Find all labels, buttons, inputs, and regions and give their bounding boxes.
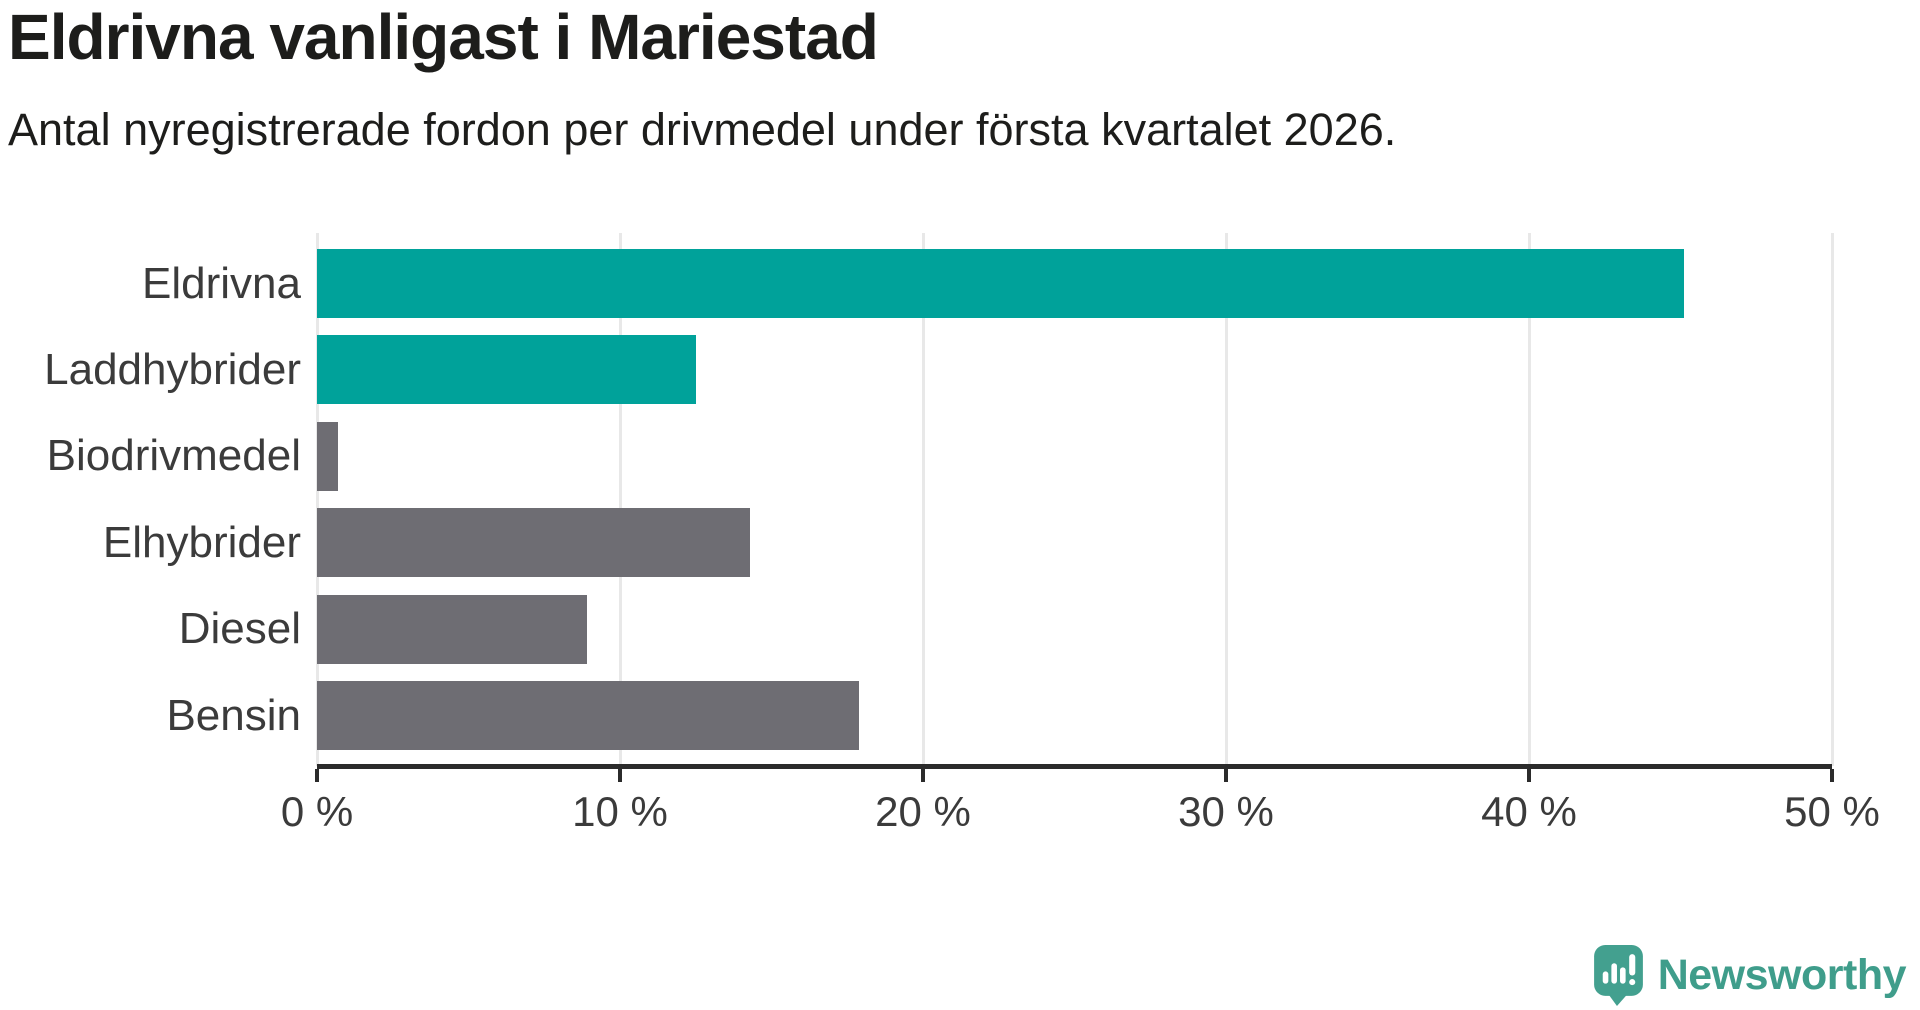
category-label-laddhybrider: Laddhybrider: [44, 344, 301, 394]
x-axis-line: [317, 764, 1832, 769]
x-axis-tick-20: [921, 769, 925, 782]
gridline-40: [1528, 233, 1531, 766]
chart-subtitle: Antal nyregistrerade fordon per drivmede…: [8, 104, 1397, 155]
gridline-20: [922, 233, 925, 766]
gridline-30: [1225, 233, 1228, 766]
x-axis-tick-label-10: 10 %: [572, 788, 668, 835]
x-axis-tick-label-30: 30 %: [1178, 788, 1274, 835]
category-label-elhybrider: Elhybrider: [102, 517, 301, 567]
bar-elhybrider: [317, 508, 751, 578]
x-axis-tick-label-20: 20 %: [875, 788, 971, 835]
gridline-0: [316, 233, 319, 766]
x-axis-tick-30: [1224, 769, 1228, 782]
bar-laddhybrider: [317, 335, 696, 405]
gridline-10: [619, 233, 622, 766]
bar-bensin: [317, 681, 860, 750]
newsworthy-logo: Newsworthy: [1593, 945, 1907, 1006]
gridline-50: [1831, 233, 1834, 766]
x-axis-tick-label-0: 0 %: [280, 788, 354, 835]
newsworthy-speech-bubble-chart-icon: [1593, 945, 1643, 1006]
category-label-biodrivmedel: Biodrivmedel: [46, 431, 301, 481]
bar-eldrivna: [317, 249, 1684, 318]
x-axis-tick-40: [1527, 769, 1531, 782]
plot-area: [316, 233, 1834, 766]
x-axis-tick-label-40: 40 %: [1481, 788, 1577, 835]
x-axis-tick-0: [315, 769, 319, 782]
chart-title: Eldrivna vanligast i Mariestad: [8, 1, 879, 73]
newsworthy-logo-text: Newsworthy: [1657, 951, 1907, 999]
bar-biodrivmedel: [317, 421, 339, 491]
category-axis: Eldrivna Laddhybrider Biodrivmedel Elhybrid…: [0, 233, 301, 766]
bar-diesel: [317, 594, 587, 664]
x-axis-tick-label-50: 50 %: [1784, 788, 1880, 835]
category-label-diesel: Diesel: [178, 604, 301, 654]
x-axis-tick-50: [1830, 769, 1834, 782]
category-label-eldrivna: Eldrivna: [142, 258, 301, 308]
category-label-bensin: Bensin: [166, 690, 301, 740]
x-axis-tick-10: [618, 769, 622, 782]
